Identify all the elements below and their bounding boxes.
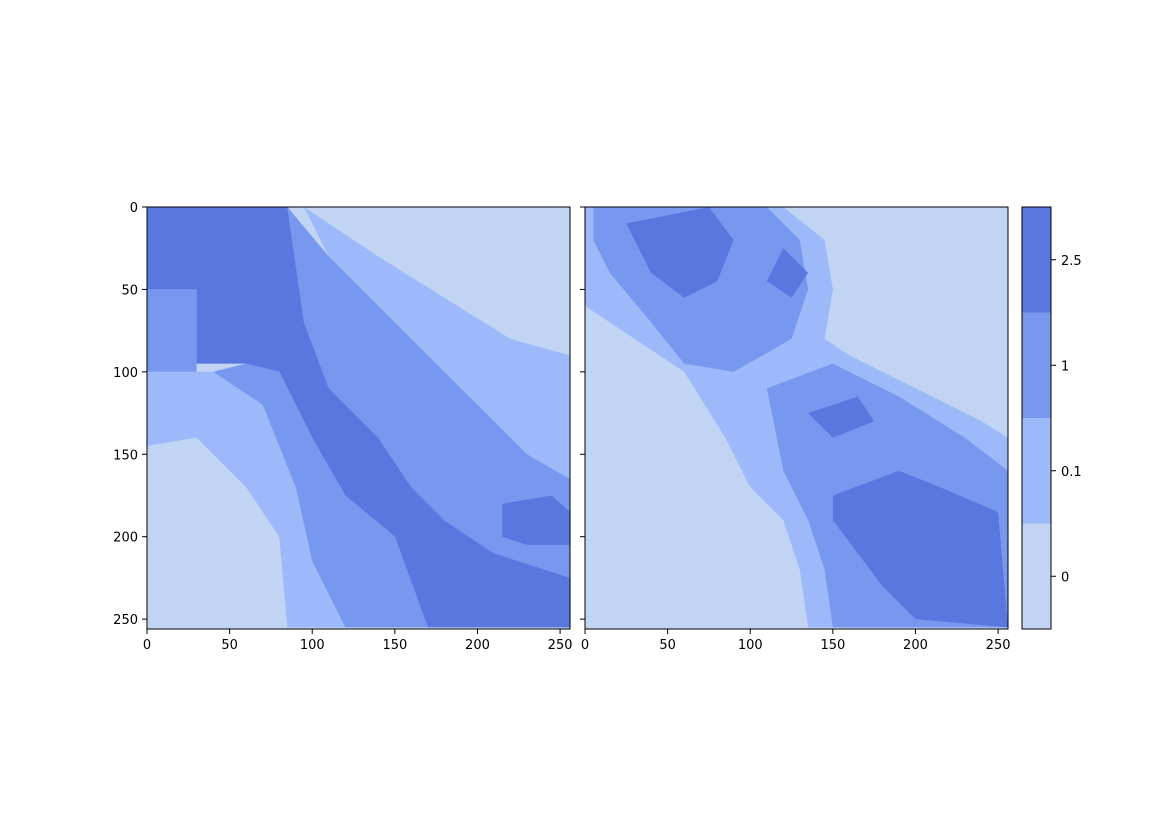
right-region-5 [832, 470, 1008, 628]
right-region-4 [766, 248, 809, 298]
left-y-tick-label-200: 200 [113, 531, 138, 546]
left-region-8 [502, 495, 570, 545]
left-x-axis: 0 50 100 150 200 250 [143, 629, 573, 653]
colorbar-label-0: 0 [1061, 570, 1069, 585]
left-y-tick-label-100: 100 [113, 366, 138, 381]
right-x-tick-label-0: 0 [581, 638, 589, 653]
right-x-tick-label-250: 250 [986, 638, 1011, 653]
right-y-axis [580, 206, 585, 620]
left-region-0 [304, 207, 570, 356]
colorbar-label-3: 2.5 [1061, 254, 1082, 269]
left-x-tick-label-50: 50 [221, 638, 238, 653]
left-panel-frame [146, 206, 571, 630]
left-region-6 [287, 207, 570, 578]
left-region-7 [147, 207, 570, 628]
left-x-tick-label-100: 100 [300, 638, 325, 653]
left-x-tick-label-200: 200 [465, 638, 490, 653]
colorbar: 0 0.1 1 2.5 [1021, 206, 1082, 630]
colorbar-frame [1021, 206, 1052, 630]
right-x-axis: 0 50 100 150 200 250 [581, 629, 1011, 653]
left-region-2 [147, 371, 346, 628]
right-heatmap-panel: 0 50 100 150 200 250 [580, 206, 1011, 653]
colorbar-band-2 [1022, 312, 1051, 418]
right-x-tick-label-200: 200 [903, 638, 928, 653]
left-x-tick-label-0: 0 [143, 638, 151, 653]
colorbar-band-1 [1022, 418, 1051, 524]
right-x-tick-label-50: 50 [659, 638, 676, 653]
colorbar-band-3 [1022, 207, 1051, 313]
right-x-tick-label-100: 100 [738, 638, 763, 653]
left-region-5 [213, 363, 428, 628]
left-region-3 [304, 207, 570, 479]
left-heatmap-panel: 0 50 100 150 200 250 0 50 100 150 200 250 [113, 201, 572, 653]
left-y-tick-label-0: 0 [130, 201, 138, 216]
right-region-6 [808, 396, 875, 438]
left-region-4 [147, 289, 197, 372]
left-y-tick-label-50: 50 [121, 283, 138, 298]
colorbar-label-1: 0.1 [1061, 465, 1082, 480]
right-heatmap-cells [585, 207, 1008, 628]
left-region-1 [147, 437, 288, 628]
left-y-axis: 0 50 100 150 200 250 [113, 201, 147, 628]
left-x-tick-label-250: 250 [548, 638, 573, 653]
right-panel-frame [584, 206, 1009, 630]
colorbar-band-0 [1022, 523, 1051, 629]
left-y-tick-label-250: 250 [113, 613, 138, 628]
left-heatmap-cells [147, 207, 570, 628]
left-y-tick-label-150: 150 [113, 448, 138, 463]
right-region-3 [626, 207, 734, 298]
left-x-tick-label-150: 150 [382, 638, 407, 653]
right-x-tick-label-150: 150 [820, 638, 845, 653]
colorbar-label-2: 1 [1061, 359, 1069, 374]
